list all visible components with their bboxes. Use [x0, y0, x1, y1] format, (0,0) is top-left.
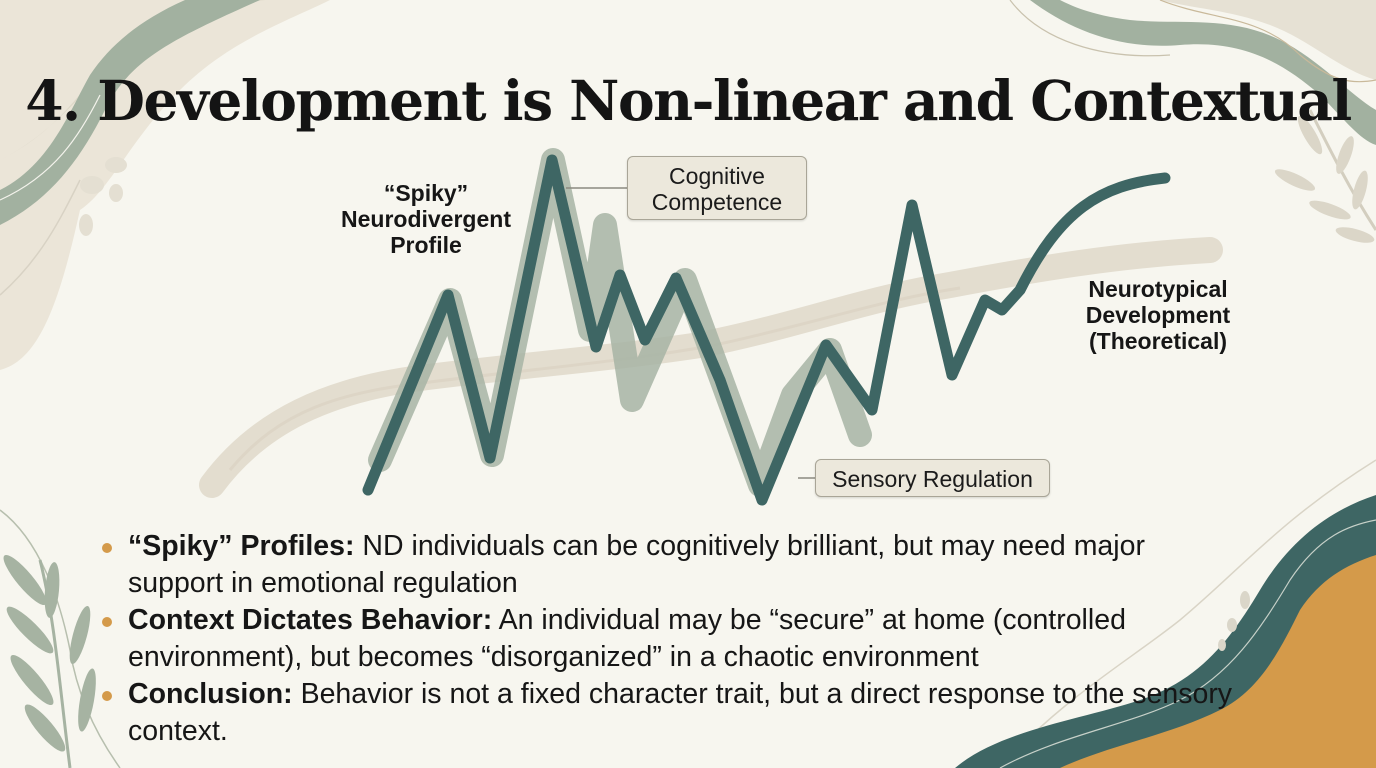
bullet-heading: Context Dictates Behavior: — [128, 604, 493, 636]
bullet-text: ND individuals can be cognitively brilli… — [128, 530, 1145, 599]
bullet-item-spiky-profiles: “Spiky” Profiles: ND individuals can be … — [102, 528, 1242, 602]
callout-text: Sensory Regulation — [832, 466, 1033, 492]
bullet-heading: Conclusion: — [128, 678, 293, 710]
slide-title: 4. Development is Non-linear and Context… — [25, 68, 1352, 133]
label-line: Profile — [390, 232, 462, 258]
sensory-regulation-callout: Sensory Regulation — [815, 459, 1050, 497]
leaf-sprig-bottom-left — [3, 554, 96, 768]
sage-wave-top-left-main — [0, 0, 260, 225]
callout-line: Competence — [651, 189, 783, 215]
bullet-dot-icon — [102, 543, 112, 553]
label-line: “Spiky” — [383, 180, 469, 206]
label-line: Neurotypical — [1088, 276, 1228, 302]
bullet-dot-icon — [102, 691, 112, 701]
corner-blob-top-right — [1160, 0, 1376, 80]
label-line: Neurodivergent — [341, 206, 511, 232]
bullet-heading: “Spiky” Profiles: — [128, 530, 355, 562]
spiky-profile-line — [362, 154, 1171, 506]
bullet-item-conclusion: Conclusion: Behavior is not a fixed char… — [102, 676, 1242, 750]
leaf-sprig-top-right — [1274, 109, 1376, 243]
bullet-text: An individual may be “secure” at home (c… — [128, 604, 1126, 673]
cognitive-competence-callout: Cognitive Competence — [627, 156, 807, 220]
sage-wave-top-right — [1030, 0, 1376, 145]
label-line: (Theoretical) — [1088, 328, 1228, 354]
spiky-profile-label: “Spiky” Neurodivergent Profile — [316, 180, 536, 258]
bullet-item-context-dictates-behavior: Context Dictates Behavior: An individual… — [102, 602, 1242, 676]
bullet-list: “Spiky” Profiles: ND individuals can be … — [102, 528, 1242, 750]
gold-wave-bottom-right — [1060, 555, 1376, 768]
label-line: Development — [1085, 302, 1231, 328]
callout-line: Cognitive — [669, 163, 765, 189]
bullet-text: Behavior is not a fixed character trait,… — [128, 678, 1233, 747]
neurotypical-label: Neurotypical Development (Theoretical) — [1060, 276, 1256, 354]
bullet-dot-icon — [102, 617, 112, 627]
